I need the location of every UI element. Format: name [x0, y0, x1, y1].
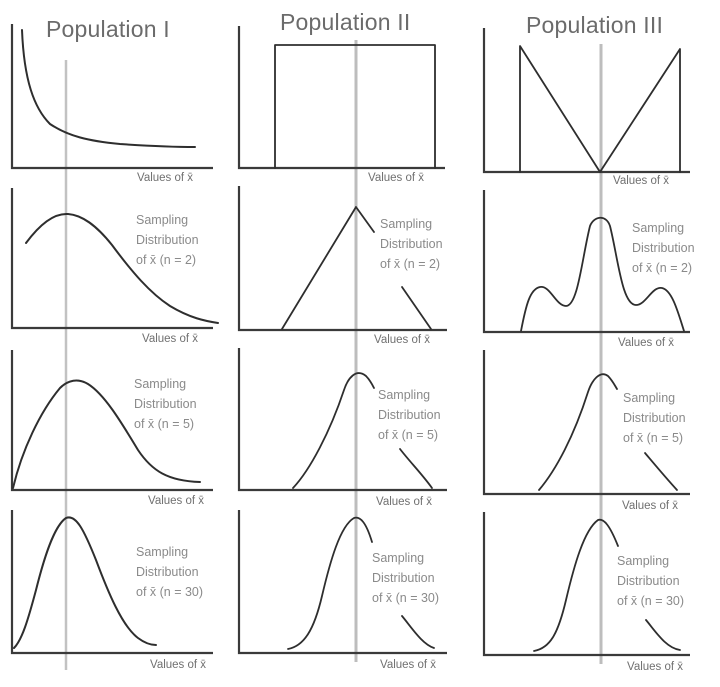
axes-pop2-row3 [237, 348, 447, 492]
curve-pop2-n30-left [287, 516, 373, 650]
axes [10, 24, 690, 657]
x-axis-label-pop2-row1: Values of x̄ [368, 172, 425, 184]
x-axis-label-pop2-row3: Values of x̄ [376, 496, 433, 508]
note-pop1-n5: Sampling Distribution of x̄ (n = 5) [134, 377, 197, 431]
note-pop2-n2: Sampling Distribution of x̄ (n = 2) [380, 217, 443, 271]
curve-pop1-n30 [13, 516, 157, 649]
axes-pop1-row2 [10, 188, 213, 330]
x-axis-label-pop1-row4: Values of x̄ [150, 659, 207, 671]
title-population-1: Population I [46, 16, 170, 42]
title-population-2: Population II [280, 9, 411, 35]
note-pop3-n2: Sampling Distribution of x̄ (n = 2) [632, 221, 695, 275]
axes-pop2-row2 [237, 186, 447, 332]
note-pop1-n30: Sampling Distribution of x̄ (n = 30) [136, 545, 204, 599]
curve-pop1-n5 [12, 379, 201, 489]
curve-pop1-exponential [21, 29, 196, 148]
x-axis-label-pop1-row1: Values of x̄ [137, 172, 194, 184]
axes-pop2-row1 [237, 26, 445, 170]
curve-pop3-n2 [520, 216, 685, 332]
axes-pop3-row1 [482, 28, 690, 174]
curve-pop3-n5-left [538, 373, 618, 491]
axes-pop2-row4 [237, 510, 447, 655]
axes-pop3-row4 [482, 512, 690, 657]
curve-pop2-n2-right [401, 286, 432, 330]
curve-pop2-n5-right [399, 448, 433, 489]
curve-pop3-n30-left [533, 518, 619, 652]
note-pop3-n30: Sampling Distribution of x̄ (n = 30) [617, 554, 685, 608]
curve-pop2-n5-left [292, 372, 375, 489]
x-axis-label-pop2-row2: Values of x̄ [374, 334, 431, 346]
curve-pop3-n5-right [644, 452, 678, 491]
curve-pop2-n2-left [281, 206, 375, 330]
x-axis-label-pop3-row2: Values of x̄ [618, 337, 675, 349]
x-axis-label-pop3-row3: Values of x̄ [622, 500, 679, 512]
note-pop3-n5: Sampling Distribution of x̄ (n = 5) [623, 391, 686, 445]
curve-pop1-n2 [25, 212, 219, 324]
note-pop2-n5: Sampling Distribution of x̄ (n = 5) [378, 388, 441, 442]
x-axis-label-pop1-row3: Values of x̄ [148, 495, 205, 507]
note-pop2-n30: Sampling Distribution of x̄ (n = 30) [372, 551, 440, 605]
curve-pop2-n30-right [401, 615, 435, 649]
curve-pop2-uniform [274, 44, 436, 169]
axes-pop3-row3 [482, 350, 690, 496]
x-axis-label-pop2-row4: Values of x̄ [380, 659, 437, 671]
curve-pop3-vshape [519, 45, 681, 173]
axes-pop1-row4 [10, 510, 213, 655]
axes-pop1-row1 [10, 24, 213, 170]
title-population-3: Population III [526, 12, 664, 38]
axes-pop1-row3 [10, 350, 213, 492]
x-axis-label-pop3-row1: Values of x̄ [613, 175, 670, 187]
axes-pop3-row2 [482, 190, 690, 334]
note-pop1-n2: Sampling Distribution of x̄ (n = 2) [136, 213, 199, 267]
curve-pop3-n30-right [645, 619, 681, 651]
x-axis-label-pop3-row4: Values of x̄ [627, 661, 684, 673]
x-axis-label-pop1-row2: Values of x̄ [142, 333, 199, 345]
